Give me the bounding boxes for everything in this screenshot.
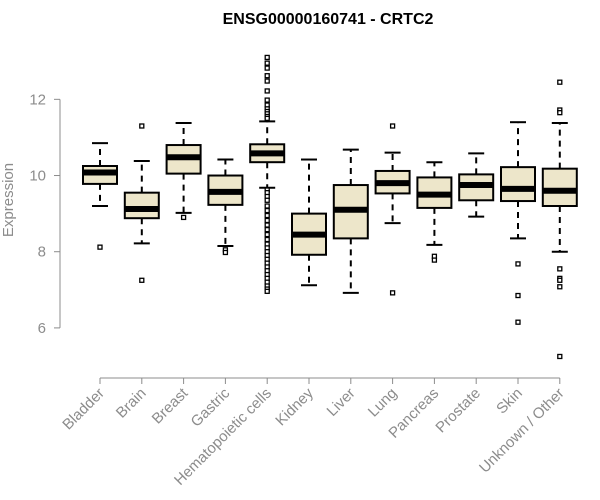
outlier-point [264,236,270,243]
outlier-point [264,60,270,66]
outlier-point [264,207,270,214]
outlier-point [389,290,396,296]
box-group [165,121,202,221]
outlier-point [264,197,270,203]
outlier-point [264,78,270,84]
y-tick-label: 12 [29,91,46,108]
outlier-point [557,284,563,290]
outlier-point [139,123,145,129]
outlier-point [180,214,187,221]
outlier-point [264,203,270,209]
box-group [458,152,495,218]
y-tick-label: 6 [38,320,46,337]
box-group [500,121,536,325]
box-group [374,123,411,296]
outlier-point [557,110,563,116]
outlier-point [515,292,521,299]
box [541,167,578,208]
box-group [82,142,118,250]
box-group [123,123,160,283]
outlier-point [264,115,270,122]
box-group [332,148,369,294]
x-tick-label: Prostate [432,385,484,437]
outlier-point [97,244,103,250]
y-tick-label: 10 [29,168,46,185]
outlier-point [264,73,270,79]
outlier-point [264,217,270,224]
outlier-point [222,249,229,256]
outlier-point [264,97,270,103]
outlier-point [431,257,438,263]
outlier-point [515,261,521,267]
x-tick-label: Brain [113,385,150,422]
outlier-point [389,123,396,129]
x-tick-label: Liver [324,385,359,420]
outlier-point [264,288,270,294]
box-group [291,158,327,287]
y-tick-label: 8 [38,244,46,261]
outlier-point [264,65,270,71]
x-tick-label: Lung [365,385,401,421]
box [123,191,160,220]
x-tick-label: Kidney [272,384,317,429]
x-tick-label: Skin [493,385,526,418]
box [500,166,536,203]
box-group [249,54,286,294]
x-tick-label: Bladder [59,385,108,434]
box-group [207,158,244,256]
outlier-point [264,54,270,61]
outlier-point [557,266,563,272]
outlier-point [264,226,270,233]
outlier-point [139,277,145,283]
y-axis-label: Expression [0,163,17,237]
outlier-point [557,353,563,360]
box-group [416,161,453,263]
outlier-point [264,88,270,94]
outlier-point [264,212,270,219]
outlier-point [557,79,563,85]
outlier-point [515,319,521,325]
outlier-point [557,277,563,283]
box-group [541,79,578,360]
boxes-group [82,54,578,360]
y-axis: 6 8 10 12 [29,91,61,337]
chart-title: ENSG00000160741 - CRTC2 [223,11,434,28]
outlier-point [264,222,270,228]
x-tick-label: Breast [149,384,192,427]
outlier-point [264,231,270,238]
